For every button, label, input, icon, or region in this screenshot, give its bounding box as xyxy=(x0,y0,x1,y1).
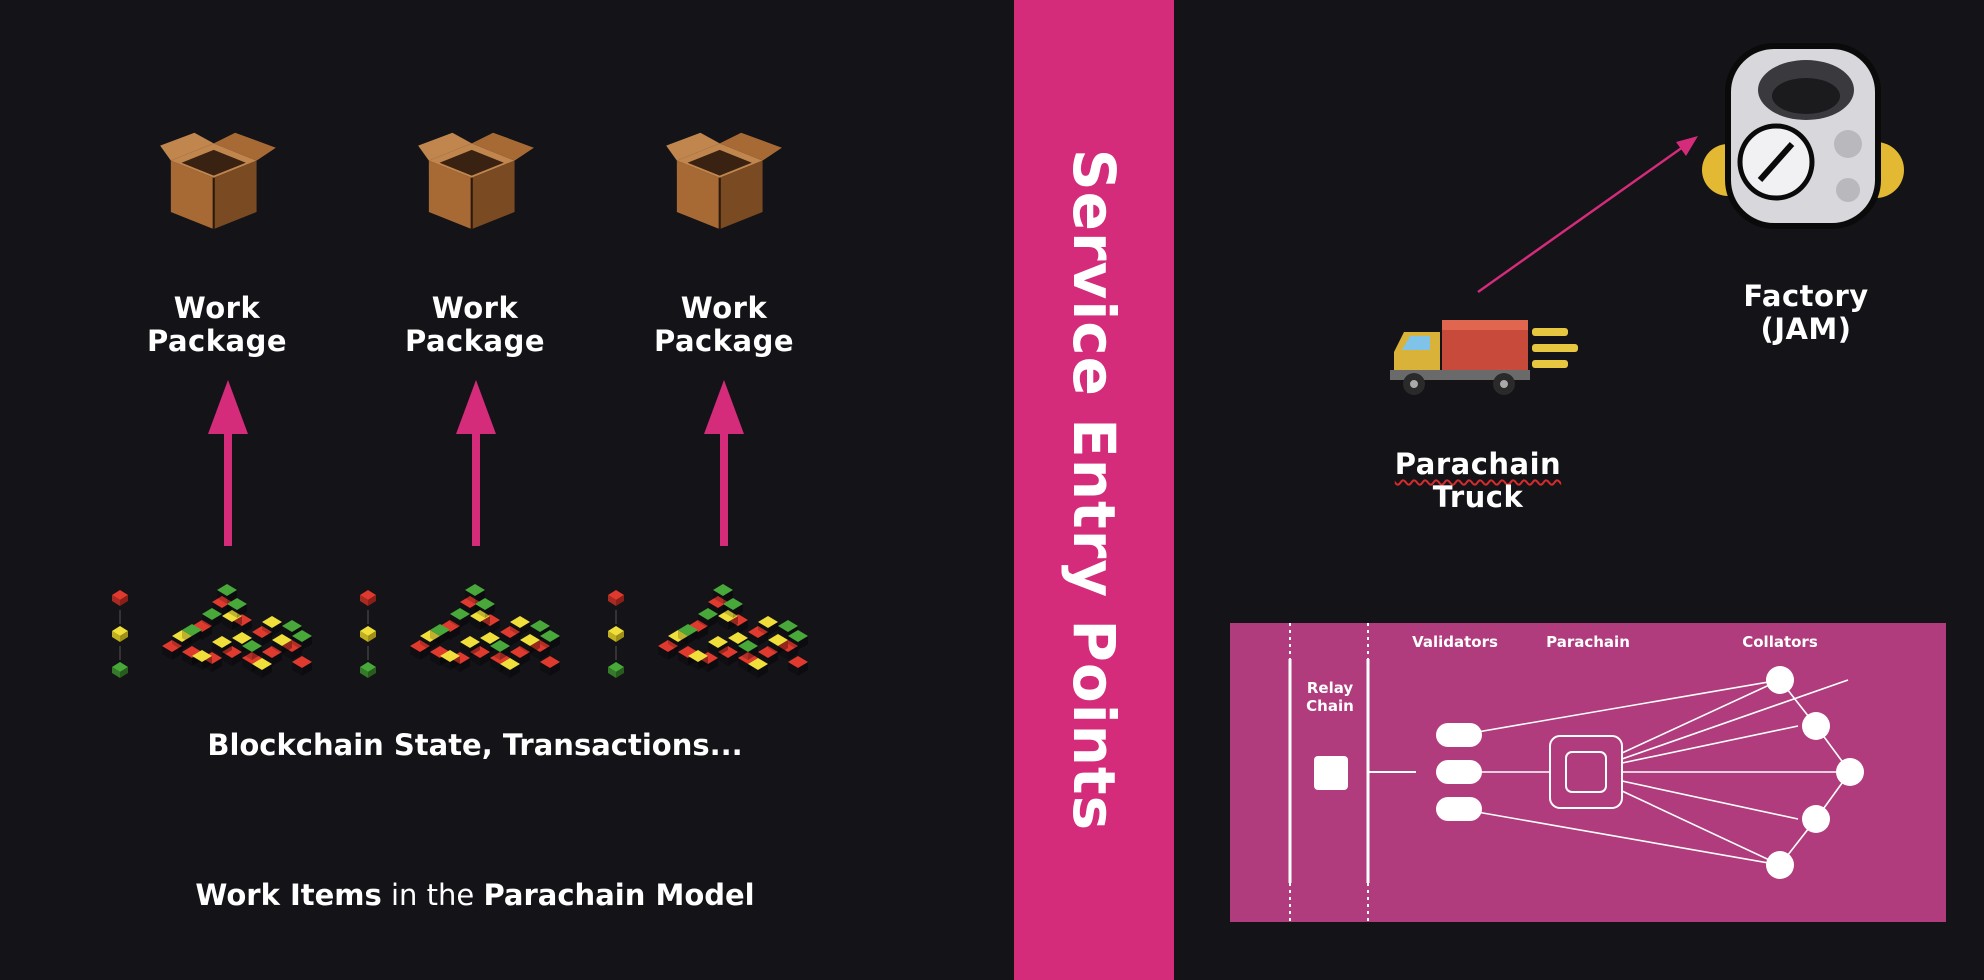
work-package-line2: Package xyxy=(146,324,288,358)
work-package-line2: Package xyxy=(404,324,546,358)
relay-chain-node xyxy=(1314,756,1348,790)
parachain-network-diagram: Relay Chain Validators Parachain Collato… xyxy=(1230,623,1946,922)
work-package-line1: Work xyxy=(431,291,519,325)
delivery-truck-icon xyxy=(1390,320,1578,395)
work-package-line2: Package xyxy=(653,324,795,358)
factory-label-line2: (JAM) xyxy=(1760,312,1852,346)
validators-label: Validators xyxy=(1412,633,1498,651)
collator-node xyxy=(1802,712,1830,740)
lego-bricks-icon xyxy=(360,560,590,679)
lego-bricks-icon xyxy=(112,560,342,679)
factory-label-line1: Factory xyxy=(1743,279,1869,313)
collator-node xyxy=(1766,666,1794,694)
service-entry-divider: Service Entry Points xyxy=(1014,0,1174,980)
validator-node xyxy=(1436,797,1482,821)
factory-label: Factory (JAM) xyxy=(1686,280,1926,346)
parachain-label: Parachain xyxy=(1546,633,1630,651)
collator-node xyxy=(1766,851,1794,879)
work-package-line1: Work xyxy=(173,291,261,325)
cardboard-box-icon xyxy=(159,131,277,231)
validator-node xyxy=(1436,723,1482,747)
arrow-up-icon xyxy=(208,380,248,546)
arrow-up-icon xyxy=(704,380,744,546)
factory-arrow xyxy=(1477,136,1698,294)
cardboard-box-icon xyxy=(417,131,535,231)
truck-label-line2: Truck xyxy=(1432,480,1524,514)
work-package-label: Work Package xyxy=(97,292,337,358)
truck-label-line1: Parachain xyxy=(1394,447,1562,481)
work-package-line1: Work xyxy=(680,291,768,325)
relay-chain-label-2: Chain xyxy=(1306,697,1354,715)
collators-label: Collators xyxy=(1742,633,1818,651)
validator-node xyxy=(1436,760,1482,784)
caption-thin: in the xyxy=(381,878,484,912)
collator-node xyxy=(1836,758,1864,786)
parachain-node xyxy=(1549,735,1623,809)
caption-bold-1: Work Items xyxy=(195,878,382,912)
factory-robot-icon xyxy=(1702,43,1904,229)
work-package-label: Work Package xyxy=(604,292,844,358)
cardboard-box-icon xyxy=(665,131,783,231)
relay-chain-label-1: Relay xyxy=(1307,679,1354,697)
state-label: Blockchain State, Transactions... xyxy=(207,728,743,762)
collator-node xyxy=(1802,805,1830,833)
truck-label: Parachain Truck xyxy=(1358,448,1598,514)
section-caption: Work Items in the Parachain Model xyxy=(100,878,850,912)
work-package-label: Work Package xyxy=(355,292,595,358)
lego-bricks-icon xyxy=(608,560,838,679)
caption-bold-2: Parachain Model xyxy=(483,878,755,912)
divider-title: Service Entry Points xyxy=(1060,148,1128,832)
arrow-up-icon xyxy=(456,380,496,546)
